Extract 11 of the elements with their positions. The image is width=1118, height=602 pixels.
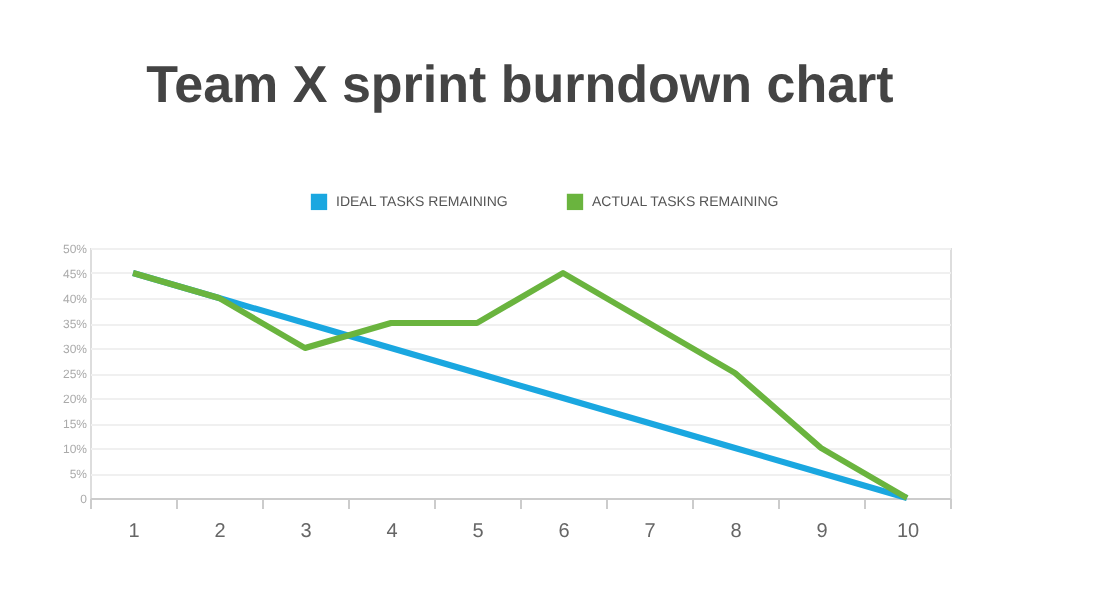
x-tick-label: 9 xyxy=(816,521,829,543)
x-tick-label: 2 xyxy=(214,521,227,543)
x-tick-label: 5 xyxy=(472,521,485,543)
x-tick-label: 8 xyxy=(730,521,743,543)
x-tick-label: 3 xyxy=(300,521,313,543)
x-tick-label: 10 xyxy=(896,521,920,543)
x-tick-label: 7 xyxy=(644,521,657,543)
chart-title: Team X sprint burndown chart xyxy=(146,54,895,114)
x-tick-label: 1 xyxy=(128,521,141,543)
x-tick-label: 6 xyxy=(558,521,571,543)
x-tick-label: 4 xyxy=(386,521,399,543)
